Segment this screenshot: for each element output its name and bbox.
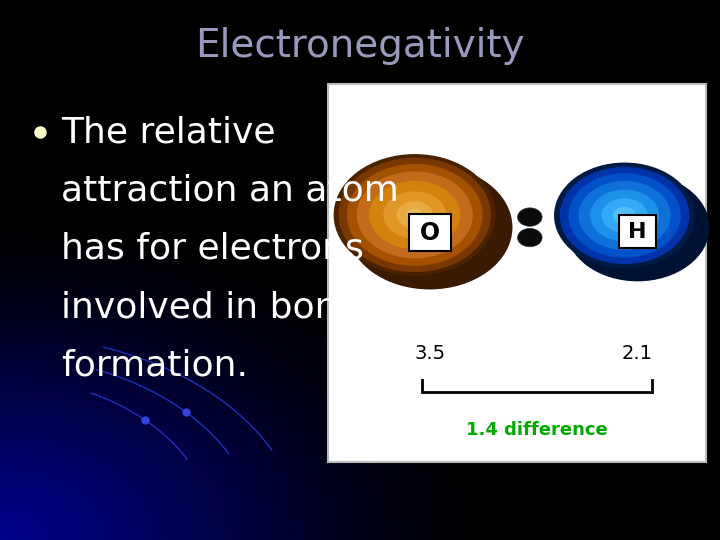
- Circle shape: [518, 228, 542, 247]
- Ellipse shape: [0, 534, 9, 540]
- Circle shape: [578, 181, 671, 250]
- Text: H: H: [629, 221, 647, 242]
- Ellipse shape: [0, 518, 32, 540]
- Circle shape: [566, 173, 709, 281]
- Circle shape: [357, 172, 473, 258]
- Text: O: O: [420, 221, 440, 245]
- Ellipse shape: [0, 464, 115, 540]
- Text: formation.: formation.: [61, 349, 248, 382]
- Circle shape: [333, 154, 496, 276]
- Text: attraction an atom: attraction an atom: [61, 174, 399, 207]
- Text: has for electrons: has for electrons: [61, 232, 364, 266]
- Ellipse shape: [0, 456, 127, 540]
- Circle shape: [613, 207, 636, 224]
- Circle shape: [590, 190, 659, 241]
- Circle shape: [560, 167, 689, 264]
- Circle shape: [347, 164, 482, 266]
- Circle shape: [383, 191, 446, 239]
- Circle shape: [338, 158, 491, 272]
- Text: involved in bond: involved in bond: [61, 291, 361, 324]
- Text: Electronegativity: Electronegativity: [195, 27, 525, 65]
- Text: 3.5: 3.5: [414, 345, 445, 363]
- Bar: [328, 84, 706, 462]
- Circle shape: [554, 163, 695, 268]
- Ellipse shape: [0, 495, 68, 540]
- Ellipse shape: [0, 526, 21, 540]
- Text: 1.4 difference: 1.4 difference: [467, 421, 608, 438]
- Ellipse shape: [0, 503, 56, 540]
- Ellipse shape: [0, 511, 45, 540]
- Circle shape: [347, 165, 513, 289]
- Bar: [409, 214, 451, 251]
- Circle shape: [601, 198, 647, 233]
- Ellipse shape: [0, 480, 91, 540]
- Circle shape: [407, 209, 423, 221]
- Circle shape: [518, 208, 542, 226]
- Ellipse shape: [0, 472, 103, 540]
- Text: 2.1: 2.1: [622, 345, 653, 363]
- Circle shape: [569, 173, 680, 258]
- Text: The relative: The relative: [61, 116, 276, 149]
- Circle shape: [397, 201, 433, 228]
- Ellipse shape: [0, 488, 80, 540]
- Circle shape: [369, 181, 460, 249]
- Bar: [618, 215, 657, 248]
